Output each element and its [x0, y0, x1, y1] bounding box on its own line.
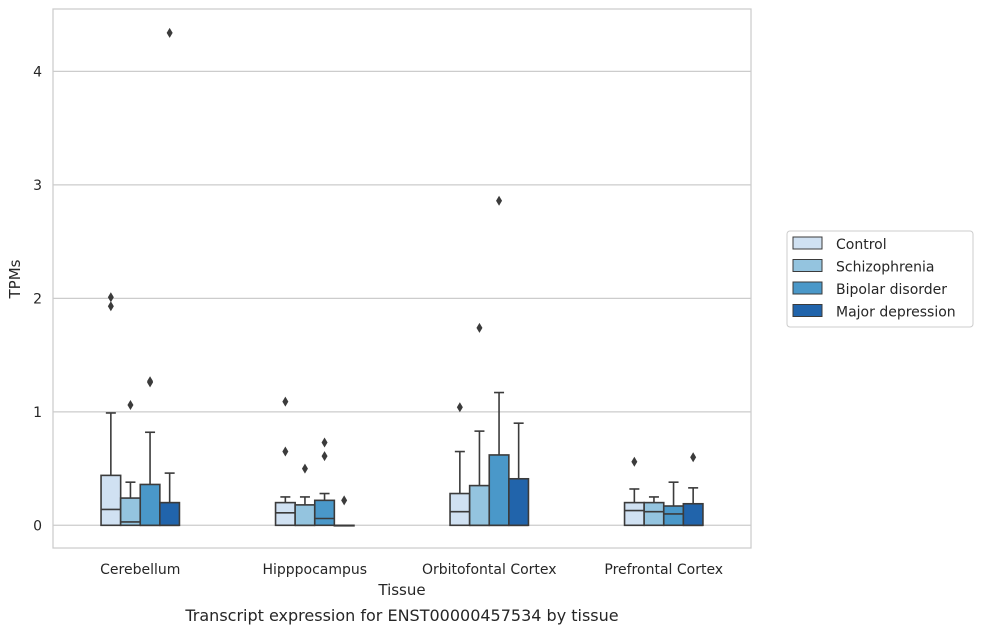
legend-frame	[786, 230, 974, 328]
box-group	[449, 402, 471, 527]
outlier-point	[127, 400, 134, 411]
legend-swatch	[792, 304, 823, 317]
x-tick-label: Hipppocampus	[262, 562, 367, 578]
box-group	[100, 292, 122, 527]
x-axis-label: Tissue	[377, 581, 425, 599]
box-group	[119, 400, 142, 527]
legend-label: Control	[836, 237, 887, 253]
gridlines	[53, 70, 751, 526]
outlier-point	[496, 195, 503, 206]
box	[159, 501, 181, 527]
outlier-point	[476, 322, 483, 333]
box-group	[662, 481, 685, 527]
box-group	[468, 322, 491, 527]
box	[488, 454, 510, 527]
x-tick-label: Orbitofontal Cortex	[422, 562, 557, 578]
box-group	[159, 27, 181, 527]
box-group	[508, 422, 530, 527]
outlier-point	[301, 463, 308, 474]
box-group	[488, 195, 510, 527]
outlier-point	[341, 495, 348, 506]
legend-label: Bipolar disorder	[836, 282, 947, 298]
outlier-point	[282, 446, 289, 457]
box-group	[623, 456, 645, 527]
y-tick-label: 3	[33, 178, 42, 194]
box-group	[333, 495, 355, 527]
box-group	[682, 452, 704, 527]
outlier-point	[321, 437, 328, 448]
box	[662, 505, 685, 527]
box	[643, 501, 665, 527]
y-tick-label: 0	[33, 518, 42, 534]
box-group	[274, 396, 296, 527]
x-tick-label: Cerebellum	[100, 562, 180, 578]
y-axis-label: TPMs	[6, 259, 24, 299]
legend-swatch	[792, 281, 823, 295]
outlier-point	[321, 451, 328, 462]
chart-caption: Transcript expression for ENST0000045753…	[184, 606, 618, 625]
box	[682, 502, 704, 527]
box	[139, 483, 161, 527]
outlier-point	[166, 27, 173, 38]
y-tick-label: 4	[33, 64, 42, 80]
outlier-point	[456, 402, 463, 413]
box	[449, 492, 471, 527]
outlier-point	[107, 292, 114, 303]
legend-label: Schizophrenia	[836, 260, 934, 276]
boxes	[100, 27, 704, 527]
x-tick-label: Prefrontal Cortex	[604, 562, 723, 578]
legend: Control Schizophrenia Bipolar disorder Majo…	[786, 230, 974, 328]
outlier-point	[631, 456, 638, 467]
box-group	[139, 376, 161, 527]
outlier-point	[690, 452, 697, 463]
box	[274, 501, 296, 527]
outlier-point	[147, 376, 154, 387]
tick-labels: 0 1 2 3 4 Cerebellum Hipppocampus Orbitofontal …	[33, 64, 723, 578]
plot-frame	[52, 8, 752, 549]
box	[100, 474, 122, 527]
outlier-point	[107, 301, 114, 312]
box	[294, 504, 316, 527]
legend-swatch	[792, 236, 823, 250]
outlier-point	[282, 396, 289, 407]
box	[508, 477, 530, 527]
y-tick-label: 2	[33, 291, 42, 307]
box-group	[313, 437, 336, 527]
box	[623, 501, 645, 527]
box	[468, 484, 491, 527]
legend-label: Major depression	[836, 305, 956, 321]
box	[313, 499, 336, 527]
box-group	[643, 496, 665, 527]
legend-swatch	[792, 259, 823, 272]
box-group	[294, 463, 316, 527]
y-tick-label: 1	[33, 405, 42, 421]
